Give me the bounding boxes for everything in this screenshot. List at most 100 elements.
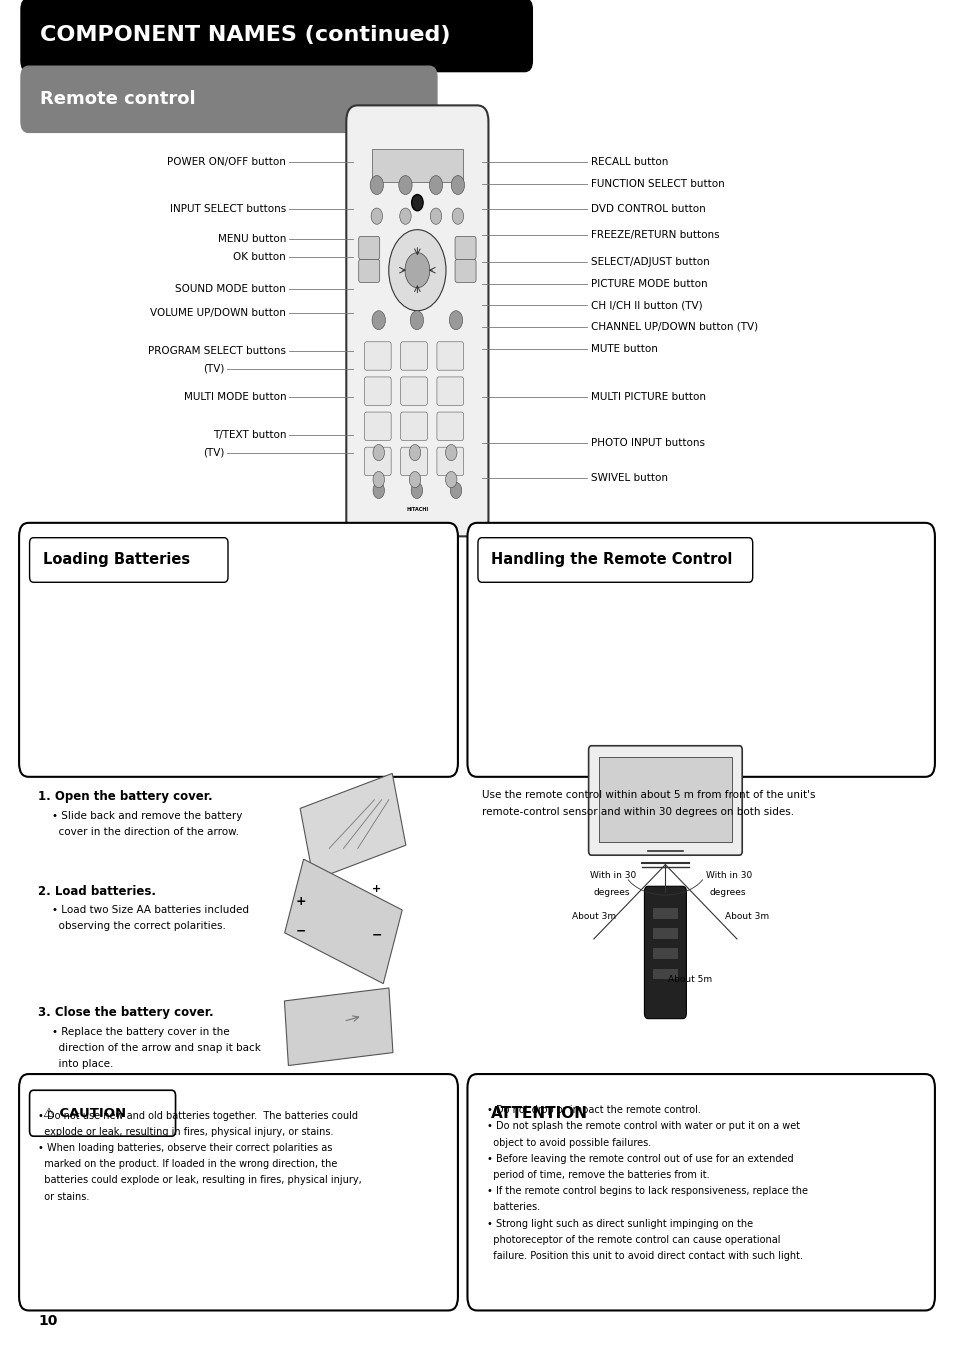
Circle shape [372, 311, 385, 330]
Circle shape [398, 176, 412, 195]
FancyBboxPatch shape [346, 105, 488, 536]
Text: PROGRAM SELECT buttons: PROGRAM SELECT buttons [148, 346, 286, 357]
FancyBboxPatch shape [477, 538, 752, 582]
FancyBboxPatch shape [644, 886, 685, 1019]
Polygon shape [284, 859, 402, 984]
Text: degrees: degrees [593, 888, 629, 897]
Text: (TV): (TV) [203, 363, 224, 374]
Text: 1. Open the battery cover.: 1. Open the battery cover. [38, 790, 213, 804]
FancyBboxPatch shape [364, 412, 391, 440]
Circle shape [451, 176, 464, 195]
FancyBboxPatch shape [588, 746, 741, 855]
Bar [598, 757, 731, 842]
FancyBboxPatch shape [358, 259, 379, 282]
FancyBboxPatch shape [30, 538, 228, 582]
Text: or stains.: or stains. [38, 1192, 90, 1201]
Text: −: − [294, 925, 306, 938]
Text: period of time, remove the batteries from it.: period of time, remove the batteries fro… [486, 1170, 708, 1179]
Circle shape [429, 176, 442, 195]
Text: into place.: into place. [52, 1059, 113, 1069]
FancyBboxPatch shape [436, 342, 463, 370]
Text: • Do not splash the remote control with water or put it on a wet: • Do not splash the remote control with … [486, 1121, 799, 1131]
FancyBboxPatch shape [364, 377, 391, 405]
Polygon shape [284, 988, 393, 1066]
FancyBboxPatch shape [467, 523, 934, 777]
Text: FUNCTION SELECT button: FUNCTION SELECT button [591, 178, 724, 189]
Polygon shape [300, 773, 405, 881]
Text: marked on the product. If loaded in the wrong direction, the: marked on the product. If loaded in the … [38, 1159, 337, 1169]
Circle shape [430, 208, 441, 224]
Bar [372, 149, 462, 182]
Text: T/TEXT button: T/TEXT button [213, 430, 286, 440]
Bar [652, 948, 677, 959]
Text: ⚠ CAUTION: ⚠ CAUTION [43, 1106, 126, 1120]
Text: SELECT/ADJUST button: SELECT/ADJUST button [591, 257, 709, 267]
Circle shape [412, 195, 422, 211]
Circle shape [445, 471, 456, 488]
Text: Handling the Remote Control: Handling the Remote Control [491, 551, 732, 567]
Bar [652, 908, 677, 919]
Text: CHANNEL UP/DOWN button (TV): CHANNEL UP/DOWN button (TV) [591, 322, 758, 332]
Text: batteries.: batteries. [486, 1202, 539, 1212]
Text: +: + [372, 884, 381, 893]
Text: PICTURE MODE button: PICTURE MODE button [591, 278, 707, 289]
Circle shape [373, 444, 384, 461]
Text: observing the correct polarities.: observing the correct polarities. [52, 921, 226, 931]
Text: • Load two Size AA batteries included: • Load two Size AA batteries included [52, 905, 249, 915]
Text: • Do not use new and old batteries together.  The batteries could: • Do not use new and old batteries toget… [38, 1111, 357, 1120]
Circle shape [389, 230, 445, 311]
Text: OK button: OK button [233, 251, 286, 262]
Text: • Before leaving the remote control out of use for an extended: • Before leaving the remote control out … [486, 1154, 792, 1163]
Bar [652, 928, 677, 939]
Text: object to avoid possible failures.: object to avoid possible failures. [486, 1138, 650, 1147]
FancyBboxPatch shape [436, 377, 463, 405]
Text: RECALL button: RECALL button [591, 157, 668, 168]
Text: POWER ON/OFF button: POWER ON/OFF button [167, 157, 286, 168]
Text: remote-control sensor and within 30 degrees on both sides.: remote-control sensor and within 30 degr… [481, 807, 793, 816]
Text: About 3m: About 3m [724, 912, 768, 921]
Text: degrees: degrees [709, 888, 745, 897]
Text: • Replace the battery cover in the: • Replace the battery cover in the [52, 1027, 230, 1036]
Text: • Slide back and remove the battery: • Slide back and remove the battery [52, 811, 243, 820]
Text: failure. Position this unit to avoid direct contact with such light.: failure. Position this unit to avoid dir… [486, 1251, 801, 1260]
Circle shape [411, 482, 422, 499]
FancyBboxPatch shape [400, 342, 427, 370]
Text: MULTI MODE button: MULTI MODE button [183, 392, 286, 403]
Text: 3. Close the battery cover.: 3. Close the battery cover. [38, 1006, 213, 1020]
FancyBboxPatch shape [19, 523, 457, 777]
Text: With in 30: With in 30 [705, 871, 751, 881]
FancyBboxPatch shape [467, 1074, 934, 1310]
Text: batteries could explode or leak, resulting in fires, physical injury,: batteries could explode or leak, resulti… [38, 1175, 361, 1185]
FancyBboxPatch shape [21, 0, 532, 72]
Circle shape [404, 253, 429, 288]
FancyBboxPatch shape [358, 236, 379, 259]
FancyBboxPatch shape [400, 447, 427, 476]
Circle shape [373, 471, 384, 488]
Text: MULTI PICTURE button: MULTI PICTURE button [591, 392, 706, 403]
Circle shape [450, 482, 461, 499]
FancyBboxPatch shape [30, 1090, 175, 1136]
Text: 2. Load batteries.: 2. Load batteries. [38, 885, 156, 898]
Circle shape [373, 482, 384, 499]
Text: FREEZE/RETURN buttons: FREEZE/RETURN buttons [591, 230, 720, 240]
Text: Use the remote control within about 5 m from front of the unit's: Use the remote control within about 5 m … [481, 790, 815, 800]
Text: • If the remote control begins to lack responsiveness, replace the: • If the remote control begins to lack r… [486, 1186, 806, 1196]
FancyBboxPatch shape [455, 259, 476, 282]
Text: −: − [371, 929, 382, 942]
Circle shape [409, 471, 420, 488]
Text: ATTENTION: ATTENTION [491, 1105, 588, 1121]
Text: • Do not drop or impact the remote control.: • Do not drop or impact the remote contr… [486, 1105, 700, 1115]
Text: MENU button: MENU button [217, 234, 286, 245]
FancyBboxPatch shape [364, 447, 391, 476]
Text: PHOTO INPUT buttons: PHOTO INPUT buttons [591, 438, 704, 449]
FancyBboxPatch shape [436, 447, 463, 476]
Text: DVD CONTROL button: DVD CONTROL button [591, 204, 705, 215]
Text: INPUT SELECT buttons: INPUT SELECT buttons [170, 204, 286, 215]
Text: (TV): (TV) [203, 447, 224, 458]
Text: With in 30: With in 30 [589, 871, 635, 881]
Text: explode or leak, resulting in fires, physical injury, or stains.: explode or leak, resulting in fires, phy… [38, 1127, 334, 1136]
Text: • When loading batteries, observe their correct polarities as: • When loading batteries, observe their … [38, 1143, 333, 1152]
FancyBboxPatch shape [19, 1074, 457, 1310]
Circle shape [452, 208, 463, 224]
Text: Remote control: Remote control [40, 91, 195, 108]
